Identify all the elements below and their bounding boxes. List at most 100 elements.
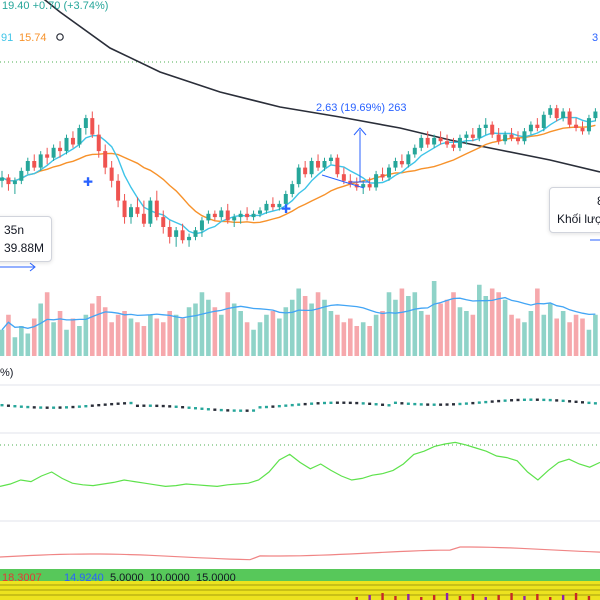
strip-mark bbox=[587, 596, 591, 600]
mini-candle bbox=[52, 406, 56, 409]
mini-candle bbox=[90, 404, 94, 407]
mini-candle bbox=[561, 399, 565, 403]
mini-candle bbox=[516, 398, 520, 402]
slow-moving-average-line bbox=[1, 124, 596, 224]
mini-candle bbox=[593, 402, 597, 405]
mini-candle bbox=[535, 398, 539, 401]
volume-bar bbox=[173, 314, 179, 356]
volume-bar bbox=[302, 296, 308, 356]
mini-candle bbox=[290, 403, 294, 407]
strip-mark bbox=[471, 594, 475, 600]
candle-body bbox=[399, 161, 404, 165]
candle-body bbox=[277, 203, 282, 208]
volume-bar bbox=[64, 329, 69, 356]
mini-candle bbox=[26, 405, 30, 409]
crosshair-marker-icon-2: ✚ bbox=[281, 202, 291, 216]
price-pane: 2.63 (19.69%) 263 ✚ ✚ bbox=[0, 0, 600, 272]
strip-mark bbox=[510, 593, 513, 600]
candle-body bbox=[541, 114, 546, 128]
mini-candle bbox=[219, 408, 223, 412]
volume-bar bbox=[477, 284, 482, 356]
mini-candle bbox=[452, 403, 455, 406]
volume-bar bbox=[244, 322, 250, 356]
candle-body bbox=[419, 137, 424, 148]
candle-body bbox=[251, 213, 256, 218]
mini-candle bbox=[129, 401, 133, 405]
volume-bar bbox=[277, 318, 282, 356]
strip-mark bbox=[484, 597, 487, 600]
strip-mark bbox=[523, 596, 526, 600]
mini-candle bbox=[232, 409, 236, 412]
mini-candle bbox=[445, 403, 449, 406]
volume-bar bbox=[522, 322, 527, 356]
strip-mark bbox=[536, 594, 539, 600]
candle-body bbox=[283, 194, 288, 204]
ma-value: 15.74 bbox=[19, 32, 47, 44]
right-arrow-icon bbox=[29, 262, 36, 272]
volume-bar bbox=[431, 281, 437, 356]
visibility-eye-icon[interactable] bbox=[56, 33, 64, 41]
ma-value-cut: 91 bbox=[1, 32, 13, 44]
mini-candle bbox=[581, 401, 584, 404]
right-tooltip: 8 th Khối lượ bbox=[549, 187, 600, 233]
volume-bar bbox=[328, 311, 334, 356]
candle-body bbox=[19, 170, 24, 181]
candle-body bbox=[270, 203, 275, 208]
strip-mark bbox=[394, 596, 397, 600]
volume-bar bbox=[270, 311, 276, 356]
candle-body bbox=[406, 154, 411, 165]
mini-candle bbox=[400, 402, 404, 405]
volume-bar bbox=[457, 307, 463, 356]
mini-candle bbox=[97, 403, 101, 407]
candle-body bbox=[141, 213, 146, 224]
mini-candle bbox=[361, 402, 365, 405]
mini-candle bbox=[355, 401, 359, 405]
mini-candle bbox=[529, 398, 533, 401]
measure-tool-arrow-up-icon bbox=[353, 127, 367, 136]
mini-candle bbox=[239, 409, 243, 412]
volume-bar bbox=[322, 299, 327, 356]
volume-bar bbox=[257, 322, 263, 356]
strip-mark bbox=[445, 593, 449, 600]
strip-green-value: 14.9240 bbox=[64, 572, 104, 584]
candle-body bbox=[193, 230, 198, 237]
candle-body bbox=[457, 137, 462, 148]
volume-bar bbox=[167, 311, 172, 356]
candle-body bbox=[503, 134, 508, 142]
volume-bar bbox=[6, 314, 11, 356]
volume-bar bbox=[77, 326, 82, 356]
volume-bar bbox=[199, 292, 205, 356]
oscillator-green-line bbox=[0, 441, 600, 488]
volume-bar bbox=[19, 326, 24, 356]
strip-mark bbox=[407, 594, 410, 600]
measure-tool[interactable]: 2.63 (19.69%) 263 bbox=[316, 102, 407, 189]
candle-body bbox=[38, 154, 43, 168]
candle-body bbox=[206, 213, 211, 221]
volume-bar bbox=[444, 299, 450, 356]
volume-bar bbox=[115, 314, 121, 356]
volume-bar bbox=[483, 296, 489, 356]
volume-bar bbox=[341, 322, 347, 356]
volume-bar bbox=[289, 299, 295, 356]
mini-candle bbox=[258, 406, 262, 409]
candle-body bbox=[548, 108, 553, 115]
volume-bar bbox=[212, 307, 218, 356]
candle-body bbox=[64, 137, 69, 152]
right-tooltip-line-2: Khối lượ bbox=[557, 212, 600, 226]
strip-green-band bbox=[0, 569, 600, 581]
candle-body bbox=[290, 184, 295, 194]
volume-bar bbox=[186, 307, 192, 356]
candle-body bbox=[535, 124, 540, 128]
candle-body bbox=[161, 217, 166, 227]
candle-body bbox=[225, 210, 230, 221]
candle-body bbox=[380, 174, 385, 178]
candle-body bbox=[328, 157, 333, 161]
mini-candle bbox=[213, 408, 217, 411]
mini-candle bbox=[194, 407, 197, 410]
mini-candle bbox=[65, 406, 68, 409]
volume-bar bbox=[193, 303, 198, 356]
volume-bar bbox=[70, 318, 76, 356]
candle-body bbox=[296, 167, 301, 185]
candle-body bbox=[496, 134, 501, 142]
